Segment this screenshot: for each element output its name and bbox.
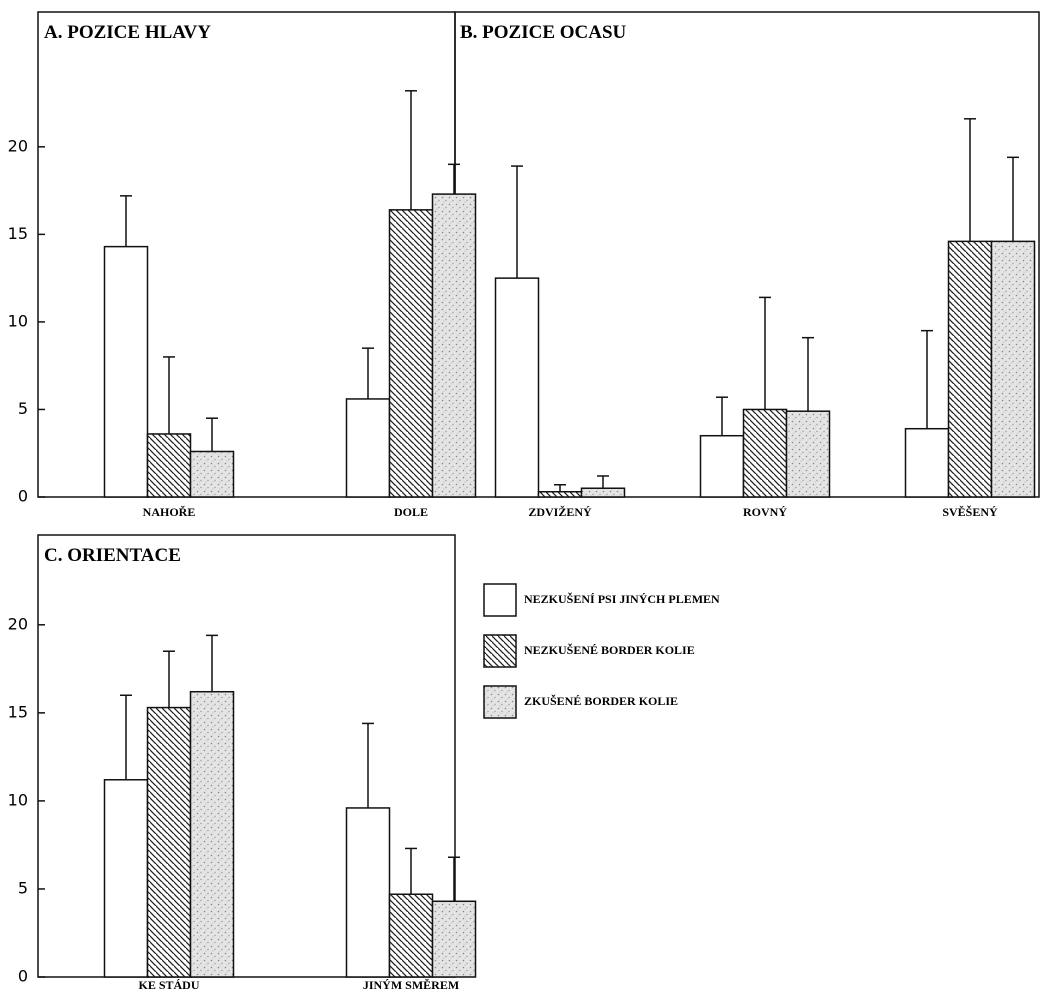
bar (949, 241, 992, 497)
panel-title: A. POZICE HLAVY (44, 22, 211, 43)
y-tick-label: 20 (8, 136, 28, 155)
y-tick-label: 5 (18, 878, 28, 897)
y-tick-label: 15 (8, 702, 28, 721)
bar (744, 409, 787, 497)
x-tick-label: ZDVIŽENÝ (528, 505, 592, 519)
y-tick-label: 20 (8, 614, 28, 633)
bar (191, 692, 234, 977)
bar (701, 436, 744, 497)
bar (105, 780, 148, 977)
panel-title: B. POZICE OCASU (460, 22, 627, 43)
y-tick-label: 0 (18, 487, 28, 506)
bar (582, 488, 625, 497)
bar (105, 247, 148, 497)
bar (496, 278, 539, 497)
figure: A. POZICE HLAVY 0 5 10 15 20 NAHOŘE DOLE B. POZI… (0, 0, 1040, 992)
bar (433, 194, 476, 497)
bar (992, 241, 1035, 497)
bar (906, 429, 949, 497)
x-tick-label: ROVNÝ (743, 505, 787, 519)
legend-label: ZKUŠENÉ BORDER KOLIE (524, 694, 678, 708)
legend-swatch (484, 686, 516, 718)
legend-swatch (484, 635, 516, 667)
bar (191, 451, 234, 497)
legend-swatch (484, 584, 516, 616)
x-tick-label: SVĚŠENÝ (942, 505, 998, 519)
y-tick-label: 10 (8, 311, 28, 330)
y-tick-label: 0 (18, 967, 28, 986)
x-tick-label: JINÝM SMĚREM (363, 978, 459, 992)
legend-label: NEZKUŠENÍ PSI JINÝCH PLEMEN (524, 592, 720, 606)
bar (787, 411, 830, 497)
panel-title: C. ORIENTACE (44, 545, 181, 566)
bar (433, 901, 476, 977)
x-tick-label: KE STÁDU (138, 978, 199, 992)
x-tick-label: DOLE (394, 505, 428, 519)
bar (148, 708, 191, 977)
bar (347, 808, 390, 977)
bar (347, 399, 390, 497)
bar (390, 210, 433, 497)
bar (148, 434, 191, 497)
y-tick-label: 15 (8, 224, 28, 243)
legend-label: NEZKUŠENÉ BORDER KOLIE (524, 643, 695, 657)
x-tick-label: NAHOŘE (143, 505, 196, 519)
bar (539, 492, 582, 497)
bar (390, 894, 433, 977)
y-tick-label: 10 (8, 790, 28, 809)
y-tick-label: 5 (18, 399, 28, 418)
